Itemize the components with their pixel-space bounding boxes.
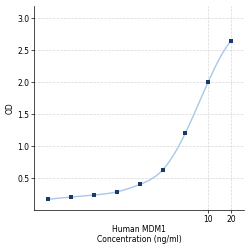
Point [115,190,119,194]
Y-axis label: OD: OD [6,102,15,114]
Point [184,131,188,135]
Point [206,80,210,84]
Point [92,193,96,197]
Point [69,195,73,199]
Point [229,39,233,43]
Point [46,197,50,201]
Point [160,168,164,172]
X-axis label: Human MDM1
Concentration (ng/ml): Human MDM1 Concentration (ng/ml) [97,225,182,244]
Point [138,182,142,186]
